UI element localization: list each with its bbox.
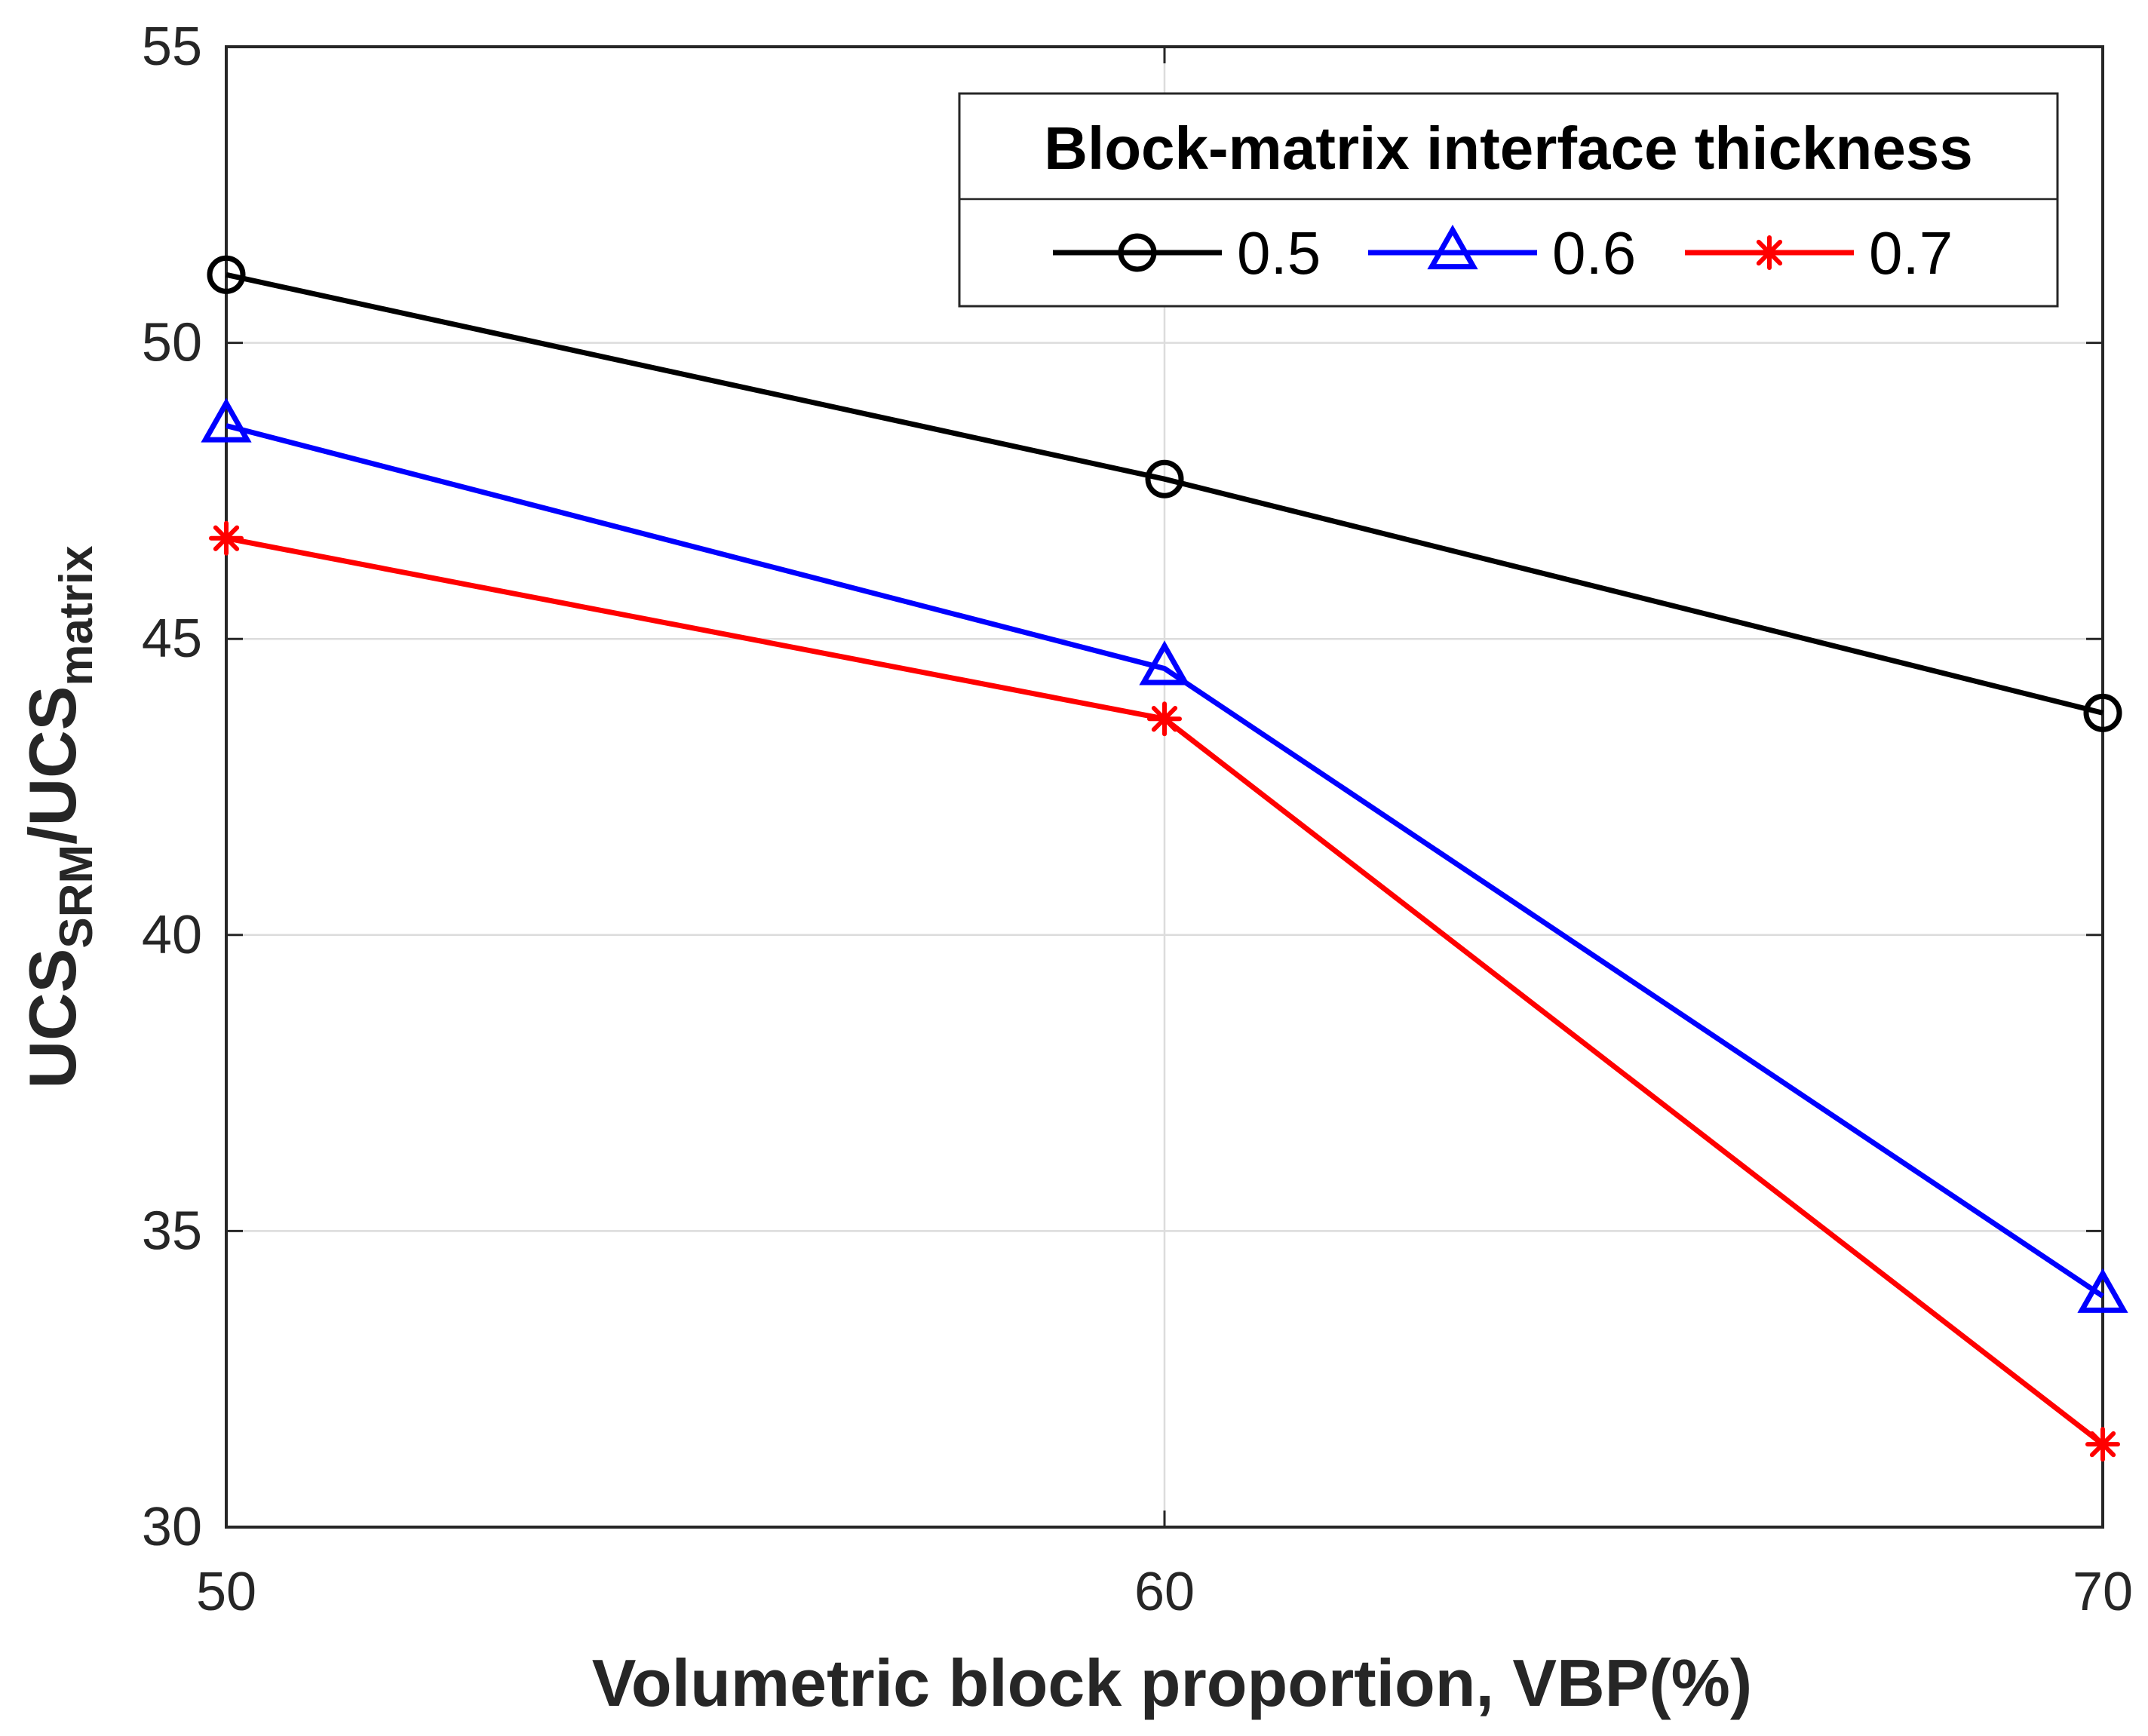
y-axis-title: UCSSRM/UCSmatrix <box>15 545 103 1088</box>
y-axis-title-part: UCS <box>15 949 90 1089</box>
y-tick-label: 40 <box>142 905 202 965</box>
legend-entry-0.7: 0.7 <box>1685 219 1953 287</box>
data-point-0.5-50 <box>207 255 246 294</box>
legend-marker-0.7 <box>1752 235 1787 270</box>
data-point-0.6-70 <box>2077 1268 2128 1313</box>
legend-entry-0.5: 0.5 <box>1053 219 1321 287</box>
y-tick-label: 50 <box>142 313 202 373</box>
x-tick-label: 70 <box>2073 1562 2133 1622</box>
y-axis-title-subscript: SRM <box>51 845 103 949</box>
y-axis-title-part: /UCS <box>15 686 90 845</box>
y-tick-label: 30 <box>142 1497 202 1557</box>
data-point-0.6-60 <box>1139 640 1190 686</box>
series <box>201 255 2128 1462</box>
legend-entry-0.6: 0.6 <box>1368 219 1636 287</box>
y-axis-title-subscript: matrix <box>51 545 103 686</box>
series-line-0.6 <box>226 423 2104 1299</box>
axis-titles: Volumetric block proportion, VBP(%) UCSSR… <box>15 545 1752 1720</box>
series-0.5 <box>207 255 2122 732</box>
series-0.6 <box>201 397 2128 1313</box>
x-tick-label: 50 <box>196 1562 256 1622</box>
x-axis-title: Volumetric block proportion, VBP(%) <box>592 1646 1752 1720</box>
data-point-0.5-70 <box>2083 693 2122 732</box>
y-tick-label: 45 <box>142 609 202 669</box>
legend-label-0.7: 0.7 <box>1869 219 1953 287</box>
data-point-0.7-60 <box>1147 701 1182 737</box>
data-point-0.5-60 <box>1145 459 1184 498</box>
legend-marker-0.6 <box>1427 224 1478 270</box>
data-point-0.6-50 <box>201 397 252 443</box>
data-point-0.7-50 <box>209 520 244 556</box>
y-tick-label: 35 <box>142 1201 202 1261</box>
series-0.7 <box>209 520 2120 1462</box>
legend-marker-0.5 <box>1118 233 1157 272</box>
y-tick-label: 55 <box>142 17 202 77</box>
legend-label-0.5: 0.5 <box>1237 219 1321 287</box>
data-point-0.7-70 <box>2085 1427 2120 1462</box>
series-line-0.5 <box>226 271 2104 716</box>
legend-title: Block-matrix interface thickness <box>1044 115 1973 182</box>
axis-ticks: 30 35 40 45 50 55 50 60 70 <box>142 17 2133 1622</box>
x-tick-label: 60 <box>1134 1562 1195 1622</box>
legend-label-0.6: 0.6 <box>1552 219 1636 287</box>
legend: Block-matrix interface thickness 0.5 0.6 0.… <box>958 92 2059 308</box>
